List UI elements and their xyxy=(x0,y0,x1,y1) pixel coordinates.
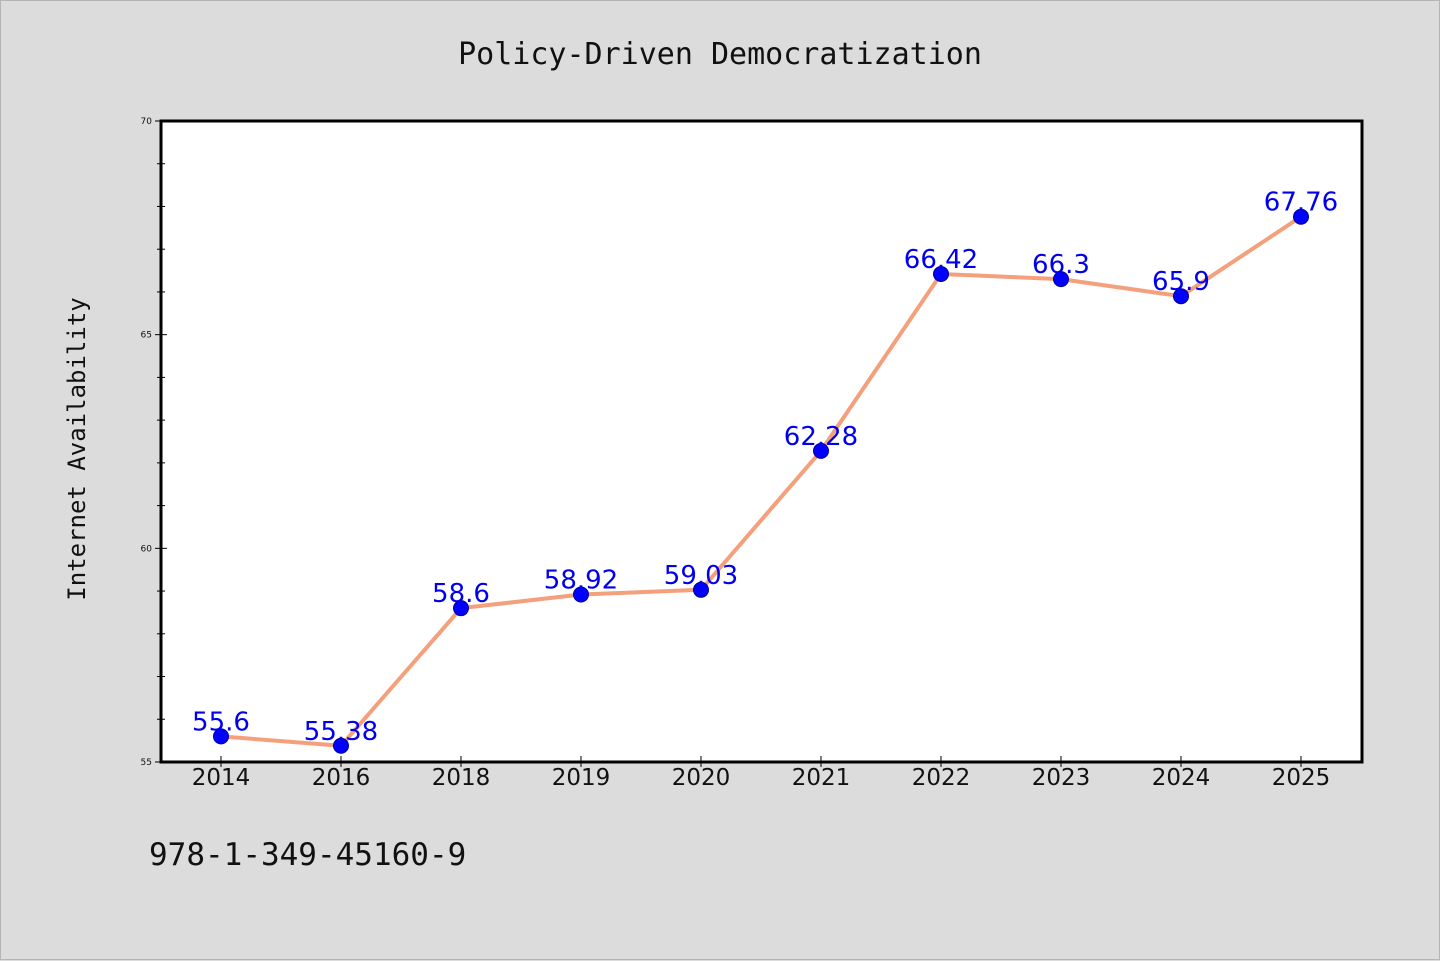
data-label: 66.3 xyxy=(1032,250,1090,280)
data-label: 65.9 xyxy=(1152,267,1210,297)
data-point xyxy=(1053,271,1069,288)
data-point xyxy=(453,600,469,617)
x-tick-label: 2024 xyxy=(1152,765,1211,791)
series-line xyxy=(219,214,1303,748)
data-point xyxy=(693,581,709,598)
chart-title: Policy-Driven Democratization xyxy=(458,37,982,72)
data-label: 62.28 xyxy=(784,422,858,452)
x-tick-label: 2023 xyxy=(1032,765,1091,791)
data-point xyxy=(933,265,949,282)
y-tick-label: 55 xyxy=(141,758,152,768)
data-point xyxy=(813,442,829,459)
footer-isbn: 978-1-349-45160-9 xyxy=(149,837,466,873)
data-label: 55.6 xyxy=(192,707,250,737)
y-tick-label: 65 xyxy=(141,331,152,341)
data-label: 58.92 xyxy=(544,565,618,595)
data-label: 67.76 xyxy=(1264,188,1338,218)
data-label: 66.42 xyxy=(904,245,978,275)
data-point xyxy=(213,728,229,745)
y-axis-label: Internet Availability xyxy=(63,297,91,600)
x-tick-label: 2014 xyxy=(192,765,251,791)
x-axis: 2014 2016 2018 2019 2020 2021 2022 2023 2024 2025 xyxy=(192,756,1331,791)
data-point xyxy=(1293,208,1309,225)
data-point xyxy=(333,737,349,754)
x-tick-label: 2016 xyxy=(312,765,371,791)
series-layer: 55.6 55.38 58.6 58.92 59.03 62.28 66.42 66.3 65.… xyxy=(192,188,1338,754)
x-tick-label: 2025 xyxy=(1272,765,1331,791)
x-tick-label: 2022 xyxy=(912,765,971,791)
x-tick-label: 2021 xyxy=(792,765,851,791)
data-point xyxy=(573,586,589,603)
plot-frame xyxy=(159,119,1364,764)
x-tick-label: 2020 xyxy=(672,765,731,791)
data-label: 55.38 xyxy=(304,717,378,747)
y-tick-label: 70 xyxy=(141,117,153,127)
data-label: 58.6 xyxy=(432,579,490,609)
plot-area xyxy=(161,121,1362,762)
data-label: 59.03 xyxy=(664,561,738,591)
y-tick-label: 60 xyxy=(141,544,153,554)
x-tick-label: 2019 xyxy=(552,765,611,791)
x-tick-label: 2018 xyxy=(432,765,491,791)
data-point xyxy=(1173,288,1189,305)
